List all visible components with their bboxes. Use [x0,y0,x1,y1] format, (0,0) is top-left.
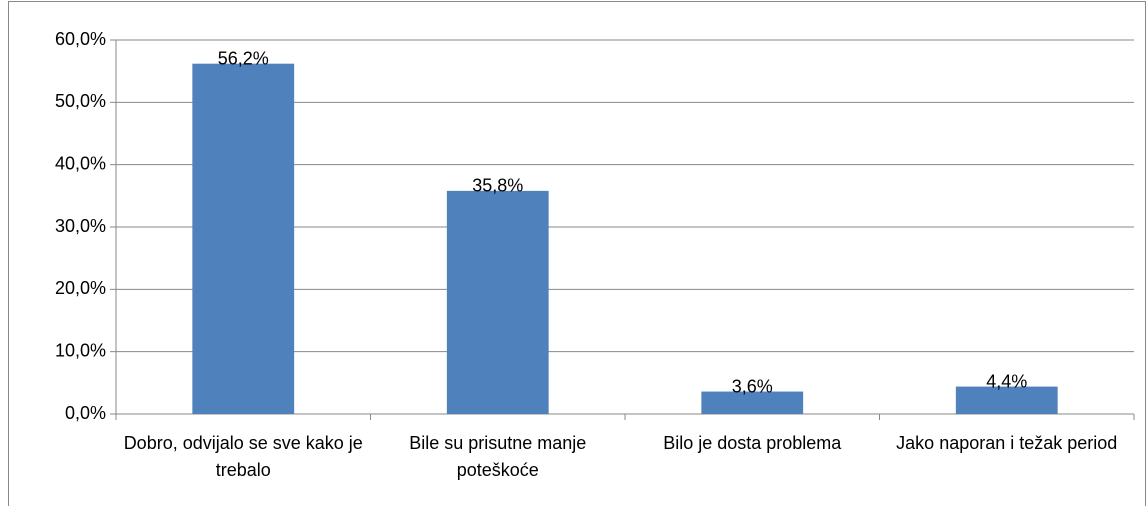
value-label: 56,2% [218,48,269,68]
x-tick-label: Bilo je dosta problema [663,433,842,453]
value-label: 35,8% [472,176,523,196]
value-label: 3,6% [732,376,773,396]
y-tick-label: 10,0% [55,340,106,360]
x-tick-label: Dobro, odvijalo se sve kako je trebalo [123,433,363,480]
y-tick-label: 40,0% [55,153,106,173]
y-tick-label: 30,0% [55,216,106,236]
y-tick-label: 60,0% [55,29,106,49]
bar [192,63,295,414]
x-tick-label: Bile su prisutne manje poteškoće [409,433,587,480]
bar [701,391,804,414]
y-tick-label: 20,0% [55,278,106,298]
bar [446,190,549,414]
y-tick-label: 0,0% [65,403,106,423]
chart-border [8,1,1146,506]
x-tick-label: Jako naporan i težak period [896,433,1118,453]
y-tick-label: 50,0% [55,91,106,111]
value-label: 4,4% [986,371,1027,391]
bar [955,386,1058,414]
